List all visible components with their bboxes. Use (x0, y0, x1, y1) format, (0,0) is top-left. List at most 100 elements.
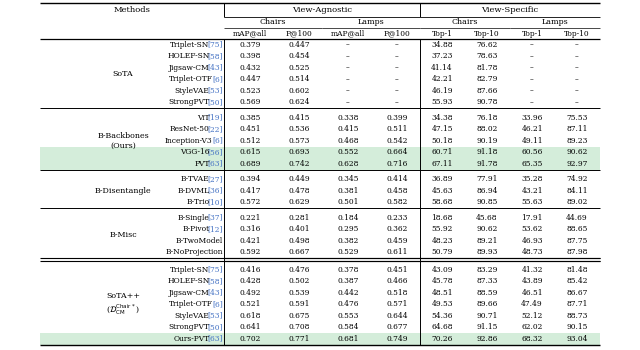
Text: 0.233: 0.233 (387, 214, 408, 222)
Text: 0.514: 0.514 (288, 75, 310, 83)
Text: 88.02: 88.02 (476, 125, 498, 133)
Text: 0.529: 0.529 (337, 248, 358, 256)
Text: 0.584: 0.584 (337, 323, 359, 331)
Text: 0.345: 0.345 (337, 175, 359, 183)
Text: HOLEF-SN: HOLEF-SN (167, 277, 209, 285)
Text: 0.501: 0.501 (337, 198, 358, 206)
Text: Triplet-OTF: Triplet-OTF (168, 300, 212, 308)
Text: –: – (530, 64, 534, 72)
Text: 49.11: 49.11 (521, 137, 543, 145)
Text: B-Backbones
(Ours): B-Backbones (Ours) (97, 132, 149, 149)
Text: Lamps: Lamps (358, 19, 385, 27)
Text: 88.73: 88.73 (566, 312, 588, 320)
Text: 0.618: 0.618 (239, 312, 260, 320)
Text: [50]: [50] (207, 323, 223, 331)
Text: 50.79: 50.79 (431, 248, 452, 256)
Text: 0.573: 0.573 (288, 137, 310, 145)
Text: 0.476: 0.476 (337, 300, 359, 308)
Text: [12]: [12] (207, 225, 223, 233)
Text: Chairs: Chairs (452, 19, 478, 27)
Text: 0.582: 0.582 (387, 198, 408, 206)
Text: 90.19: 90.19 (476, 137, 498, 145)
Text: –: – (530, 41, 534, 49)
Text: 46.19: 46.19 (431, 87, 452, 95)
Text: [63]: [63] (207, 160, 223, 168)
Bar (40, 333, 600, 344)
Text: [43]: [43] (207, 64, 223, 72)
Text: 0.447: 0.447 (239, 75, 261, 83)
Text: –: – (346, 41, 350, 49)
Text: 18.68: 18.68 (431, 214, 452, 222)
Text: 92.86: 92.86 (476, 335, 498, 343)
Text: P@100: P@100 (383, 29, 410, 37)
Text: [6]: [6] (212, 137, 223, 145)
Text: 0.521: 0.521 (239, 300, 260, 308)
Text: 87.33: 87.33 (476, 277, 498, 285)
Text: 0.468: 0.468 (337, 137, 359, 145)
Text: StrongPVT: StrongPVT (168, 323, 209, 331)
Text: 0.184: 0.184 (337, 214, 359, 222)
Text: 89.93: 89.93 (476, 248, 498, 256)
Text: B-TVAE: B-TVAE (181, 175, 209, 183)
Text: [58]: [58] (207, 52, 223, 60)
Text: [53]: [53] (207, 87, 223, 95)
Text: 0.749: 0.749 (387, 335, 408, 343)
Text: 0.449: 0.449 (288, 175, 310, 183)
Text: 0.498: 0.498 (288, 237, 310, 245)
Text: B-TwoModel: B-TwoModel (176, 237, 223, 245)
Text: [53]: [53] (207, 312, 223, 320)
Text: Jigsaw-CM: Jigsaw-CM (169, 64, 209, 72)
Bar (40, 147, 600, 158)
Text: 90.85: 90.85 (476, 198, 498, 206)
Text: 0.458: 0.458 (387, 187, 408, 195)
Text: 0.511: 0.511 (387, 125, 408, 133)
Text: mAP@all: mAP@all (331, 29, 365, 37)
Text: 93.04: 93.04 (566, 335, 588, 343)
Text: –: – (530, 75, 534, 83)
Text: 0.316: 0.316 (239, 225, 260, 233)
Text: 67.11: 67.11 (431, 160, 452, 168)
Text: 33.96: 33.96 (522, 114, 543, 122)
Text: 83.29: 83.29 (476, 266, 498, 274)
Text: 60.56: 60.56 (522, 148, 543, 156)
Text: Methods: Methods (113, 6, 150, 14)
Text: 85.42: 85.42 (566, 277, 588, 285)
Text: 77.91: 77.91 (476, 175, 498, 183)
Text: 47.49: 47.49 (521, 300, 543, 308)
Text: 55.92: 55.92 (431, 225, 452, 233)
Text: Ours-PVT: Ours-PVT (173, 335, 209, 343)
Text: 0.476: 0.476 (288, 266, 310, 274)
Text: 0.675: 0.675 (288, 312, 310, 320)
Text: Top-1: Top-1 (522, 29, 543, 37)
Text: 53.62: 53.62 (522, 225, 543, 233)
Text: 0.417: 0.417 (239, 187, 260, 195)
Text: 88.59: 88.59 (476, 289, 498, 297)
Text: 46.93: 46.93 (521, 237, 543, 245)
Text: 91.18: 91.18 (476, 148, 498, 156)
Text: 0.401: 0.401 (288, 225, 310, 233)
Text: Triplet-SN: Triplet-SN (170, 266, 209, 274)
Text: –: – (346, 64, 350, 72)
Text: 0.553: 0.553 (337, 312, 358, 320)
Text: StyleVAE: StyleVAE (175, 87, 209, 95)
Text: 86.94: 86.94 (476, 187, 498, 195)
Text: –: – (530, 87, 534, 95)
Text: Chairs: Chairs (260, 19, 286, 27)
Text: 48.23: 48.23 (431, 237, 452, 245)
Text: [37]: [37] (207, 214, 223, 222)
Text: 86.67: 86.67 (566, 289, 588, 297)
Text: 87.75: 87.75 (566, 237, 588, 245)
Text: 0.667: 0.667 (288, 248, 310, 256)
Text: Top-1: Top-1 (431, 29, 452, 37)
Text: 43.21: 43.21 (521, 187, 543, 195)
Text: 65.35: 65.35 (522, 160, 543, 168)
Text: 0.478: 0.478 (288, 187, 310, 195)
Text: StrongPVT: StrongPVT (168, 98, 209, 106)
Text: 60.71: 60.71 (431, 148, 452, 156)
Text: 70.26: 70.26 (431, 335, 452, 343)
Text: 0.708: 0.708 (288, 323, 310, 331)
Text: 68.32: 68.32 (522, 335, 543, 343)
Text: 92.97: 92.97 (566, 160, 588, 168)
Text: 0.611: 0.611 (387, 248, 408, 256)
Text: 0.552: 0.552 (337, 148, 358, 156)
